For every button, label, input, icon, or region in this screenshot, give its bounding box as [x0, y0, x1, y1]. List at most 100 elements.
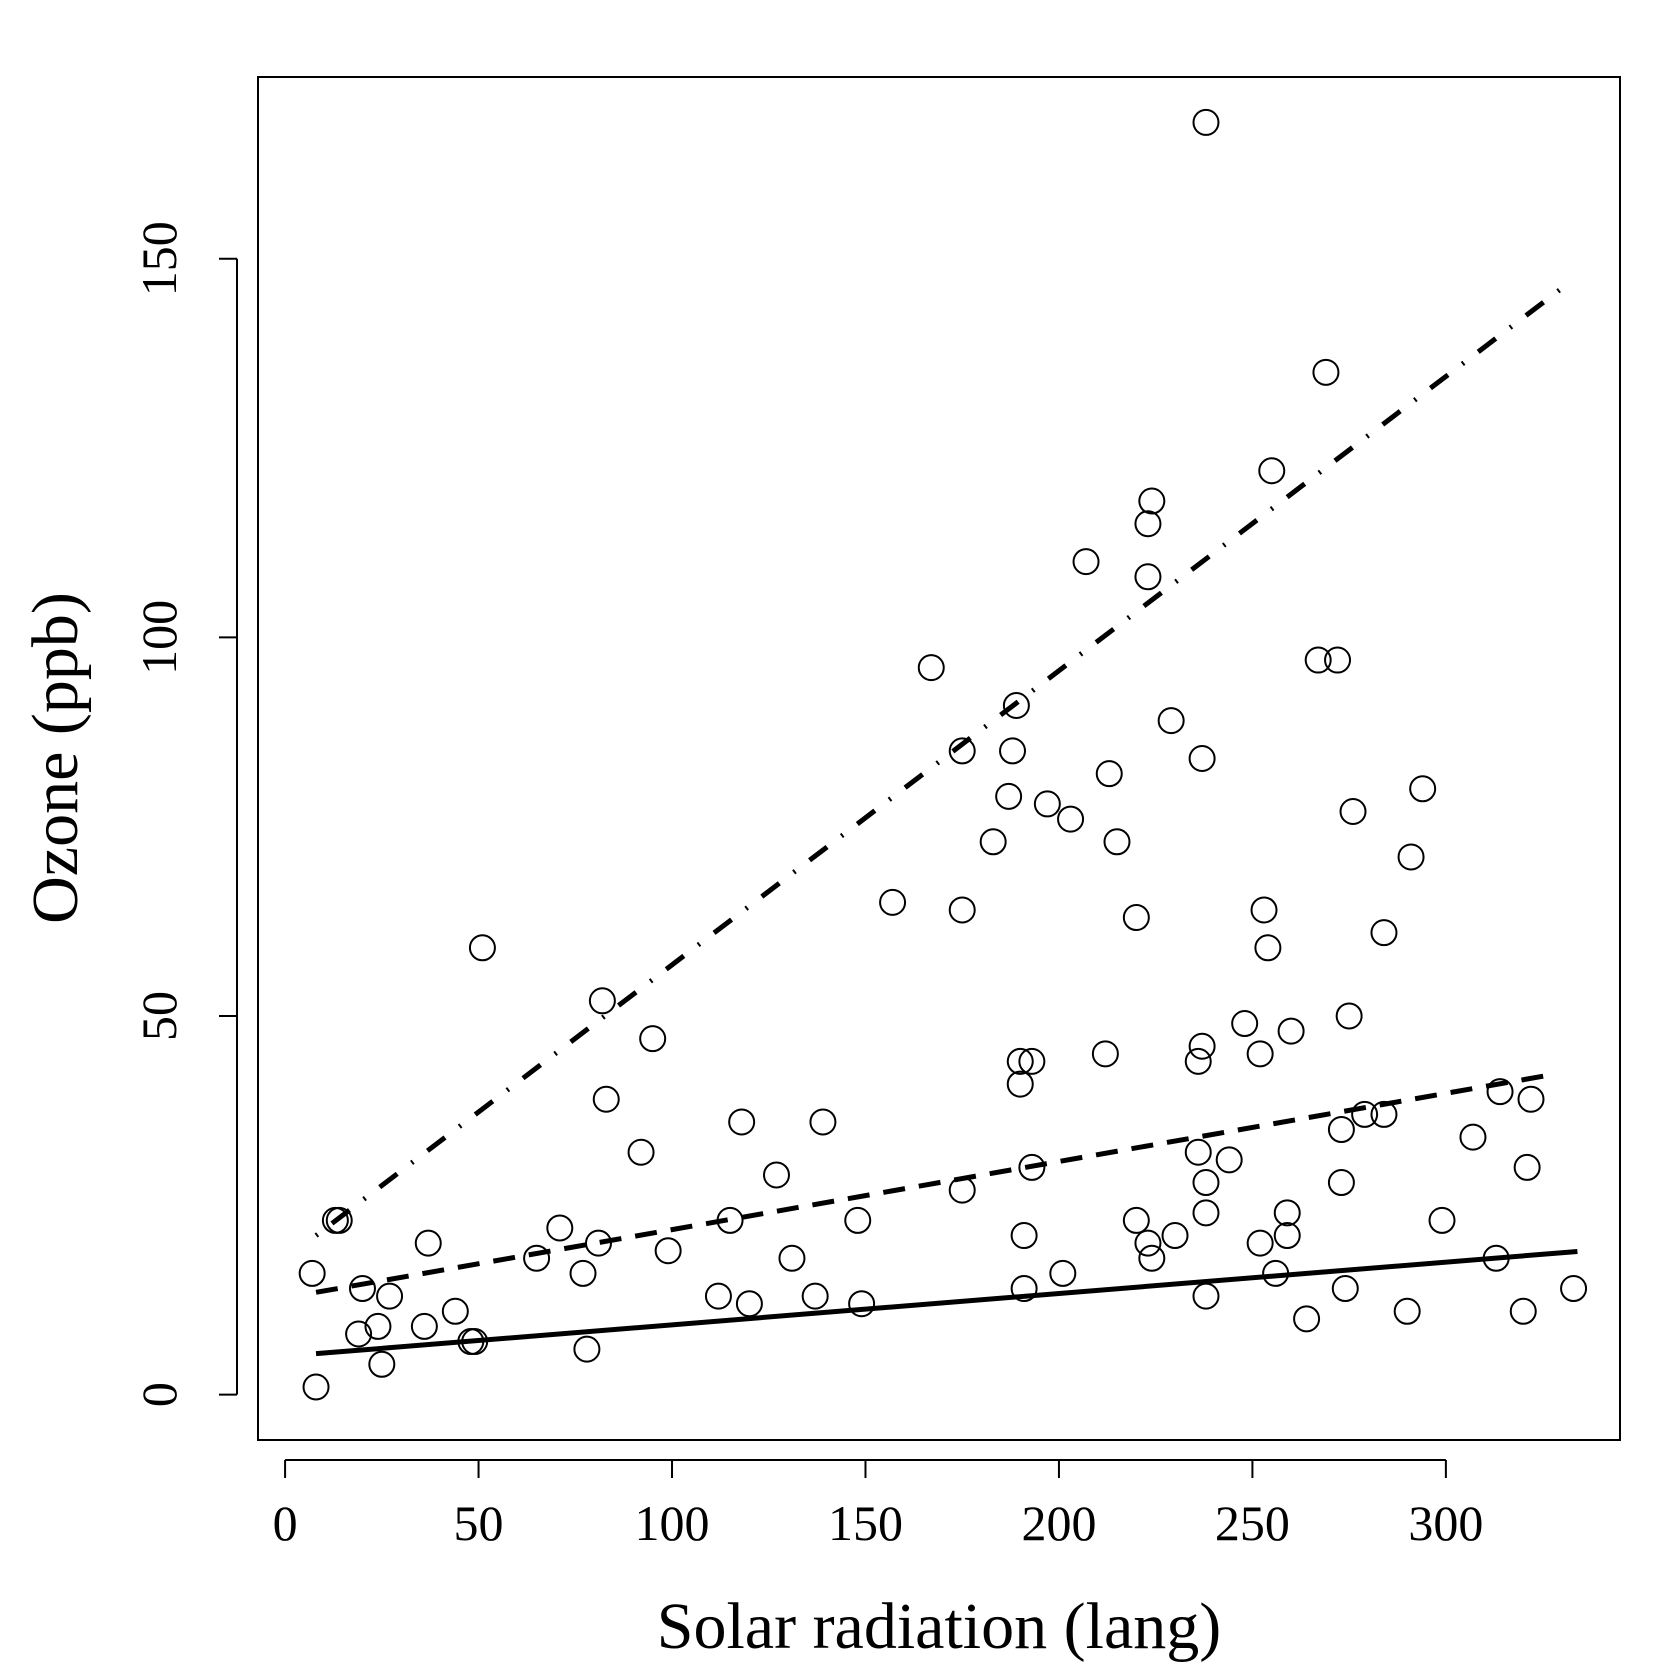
scatter-point: [654, 1237, 682, 1265]
scatter-point: [995, 782, 1023, 810]
scatter-point: [1370, 1100, 1398, 1128]
scatter-point: [639, 1025, 667, 1053]
scatter-point: [1122, 1206, 1150, 1234]
scatter-point: [778, 1244, 806, 1272]
plot-frame: [257, 76, 1621, 1441]
scatter-point: [1192, 108, 1220, 136]
scatter-point: [762, 1161, 790, 1189]
scatter-point: [1010, 1275, 1038, 1303]
scatter-point: [1335, 1002, 1363, 1030]
scatter-point: [523, 1244, 551, 1272]
y-axis-title: Ozone (ppb): [19, 592, 92, 924]
scatter-point: [1188, 745, 1216, 772]
scatter-point: [1095, 760, 1123, 788]
scatter-point: [1134, 510, 1162, 538]
scatter-point: [948, 896, 976, 924]
scatter-point: [1324, 646, 1352, 674]
x-tick-label: 200: [1021, 1495, 1096, 1551]
scatter-point: [1018, 1047, 1046, 1075]
x-tick-label: 100: [635, 1495, 710, 1551]
scatter-point: [1122, 904, 1150, 932]
scatter-point: [1513, 1153, 1541, 1181]
scatter-point: [1459, 1123, 1487, 1151]
scatter-point: [1273, 1222, 1301, 1250]
scatter-point: [627, 1138, 655, 1166]
scatter-point: [809, 1108, 837, 1136]
scatter-point: [1482, 1244, 1510, 1272]
scatter-point: [801, 1282, 829, 1310]
scatter-point: [1517, 1085, 1545, 1113]
scatter-point: [1033, 790, 1061, 818]
x-axis-title: Solar radiation (lang): [657, 1590, 1221, 1663]
scatter-point: [1138, 487, 1166, 515]
scatter-point: [844, 1206, 872, 1234]
scatter-point: [1006, 1070, 1034, 1098]
scatter-point: [1246, 1040, 1274, 1068]
scatter-point: [1192, 1199, 1220, 1227]
scatter-point: [573, 1335, 601, 1363]
scatter-point: [1254, 934, 1282, 962]
scatter-point: [1188, 1032, 1216, 1060]
scatter-point: [1312, 358, 1340, 386]
y-tick-label: 100: [131, 600, 187, 675]
scatter-point: [879, 888, 907, 916]
x-axis: 0 50 100 150 200 250 300: [273, 1459, 1483, 1551]
y-tick-label: 150: [131, 221, 187, 296]
scatter-point: [414, 1229, 442, 1257]
scatter-point: [1277, 1017, 1305, 1045]
scatter-point: [979, 828, 1007, 856]
scatter-point: [364, 1312, 392, 1340]
scatter-point: [1304, 646, 1332, 674]
scatter-point: [588, 987, 616, 1015]
y-tick-label: 50: [131, 991, 187, 1041]
solid-line: [315, 1248, 1578, 1357]
scatter-point: [461, 1328, 489, 1356]
scatter-point: [376, 1282, 404, 1310]
scatter-point: [735, 1290, 763, 1318]
x-tick-label: 250: [1215, 1495, 1290, 1551]
scatter-point: [302, 1373, 330, 1401]
scatter-point: [1231, 1010, 1259, 1038]
x-tick-label: 150: [828, 1495, 903, 1551]
scatter-point: [1134, 1229, 1162, 1257]
dot-dash-line: [314, 283, 1568, 1238]
scatter-point: [704, 1282, 732, 1310]
scatter-point: [1258, 457, 1286, 485]
scatter-point: [1246, 1229, 1274, 1257]
y-tick-label: 0: [131, 1382, 187, 1407]
x-tick-label: 0: [273, 1495, 298, 1551]
scatter-point: [1351, 1100, 1379, 1128]
scatter-point: [1192, 1282, 1220, 1310]
scatter-point: [1157, 707, 1185, 735]
scatter-point: [917, 654, 945, 682]
scatter-point: [546, 1214, 574, 1242]
scatter-point: [592, 1085, 620, 1113]
scatter-point: [585, 1229, 612, 1257]
scatter-point: [1103, 828, 1131, 856]
scatter-point: [1293, 1305, 1321, 1333]
scatter-point: [1339, 798, 1367, 826]
scatter-point: [1428, 1206, 1456, 1234]
scatter-point: [728, 1108, 756, 1136]
scatter-point: [368, 1350, 396, 1378]
scatter-point: [948, 737, 976, 765]
scatter-point: [1002, 691, 1030, 719]
scatter-point: [348, 1275, 376, 1303]
scatter-point: [1331, 1275, 1359, 1303]
scatter-point: [1057, 805, 1085, 833]
scatter-point: [1560, 1275, 1588, 1303]
scatter-point: [1184, 1138, 1212, 1166]
scatter-point: [1509, 1297, 1537, 1325]
scatter-point: [1192, 1169, 1220, 1197]
scatter-point: [441, 1297, 469, 1325]
fit-lines: [314, 283, 1578, 1357]
scatter-point: [1091, 1040, 1119, 1068]
scatter-point: [345, 1320, 373, 1348]
scatter-point: [716, 1206, 744, 1234]
scatter-points: [298, 108, 1588, 1401]
scatter-point: [1486, 1078, 1514, 1106]
scatter-point: [1370, 919, 1398, 947]
scatter-point: [1397, 843, 1425, 871]
x-tick-label: 50: [454, 1495, 504, 1551]
